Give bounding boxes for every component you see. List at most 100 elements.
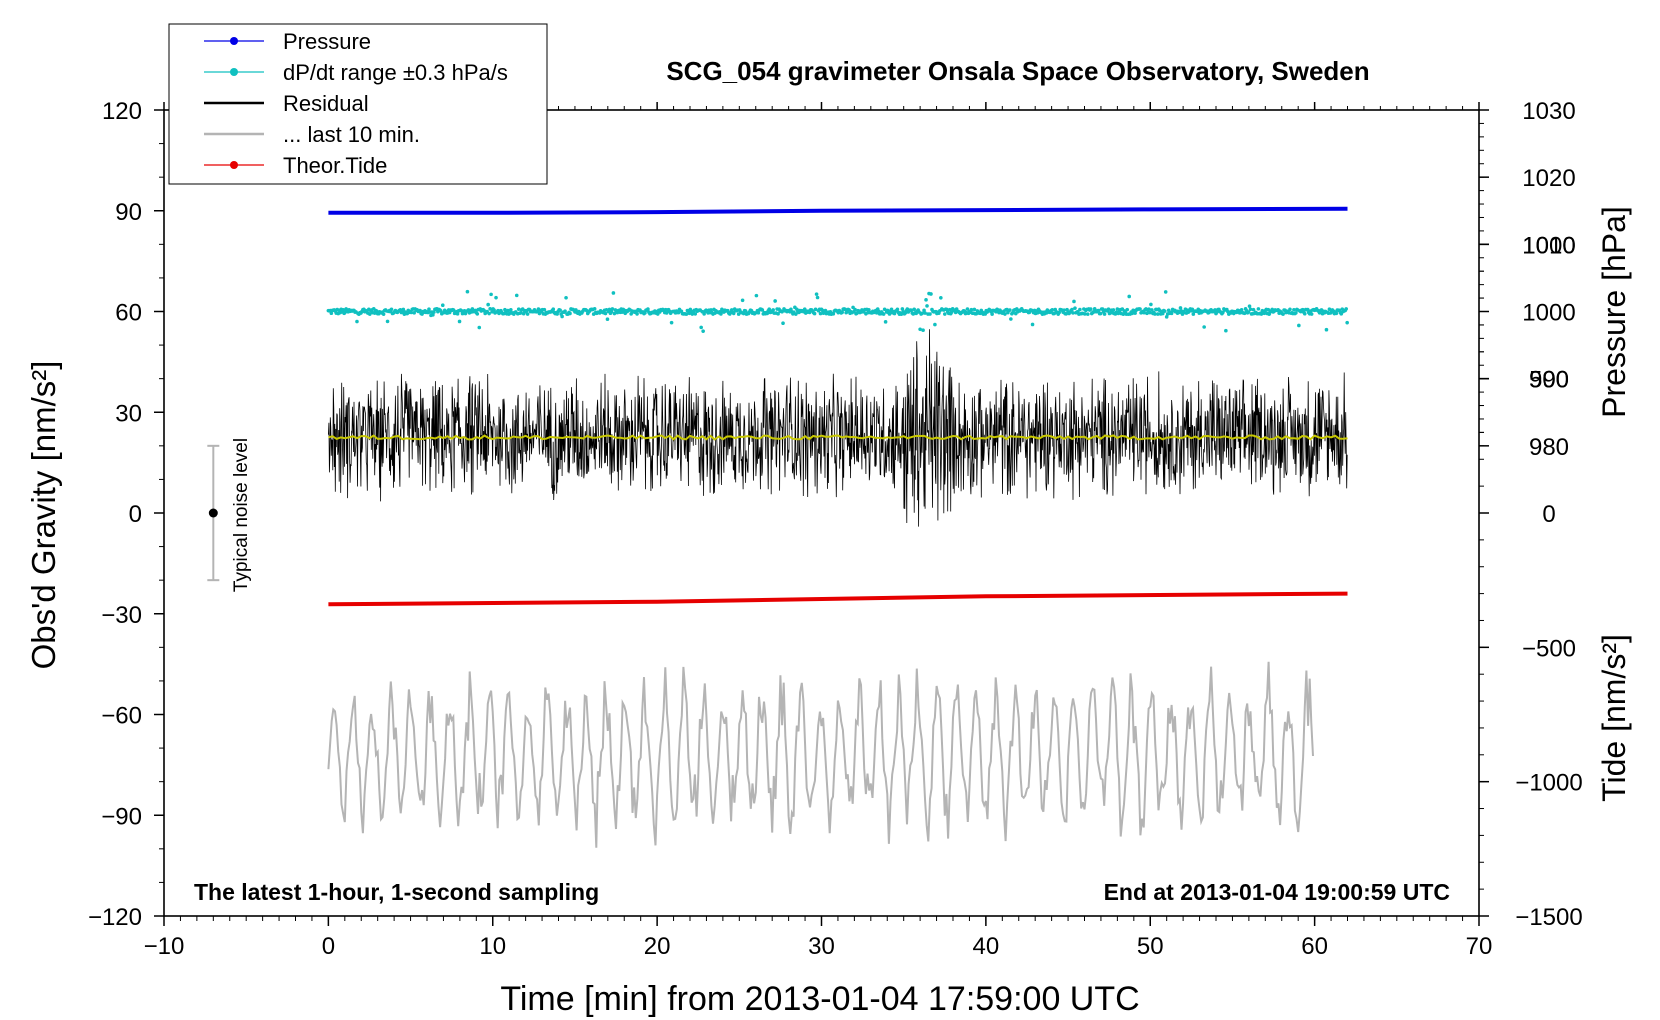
tide-tick-label: −1500 [1515, 904, 1582, 931]
dpdt-point [605, 317, 610, 322]
dpdt-point [518, 311, 523, 315]
dpdt-point [609, 309, 614, 314]
dpdt-point [1169, 311, 1174, 316]
dpdt-point [812, 311, 817, 316]
dpdt-point [1221, 310, 1225, 315]
dpdt-point [563, 309, 567, 313]
dpdt-point [843, 307, 847, 312]
dpdt-point [646, 307, 650, 311]
dpdt-point [643, 311, 647, 315]
dpdt-point [509, 307, 513, 312]
dpdt-point [1297, 323, 1301, 328]
legend-marker-theor-tide [230, 161, 238, 169]
dpdt-point [1281, 312, 1285, 316]
dpdt-point [693, 312, 698, 316]
dpdt-point [564, 295, 568, 300]
y-left-tick-label: −90 [101, 803, 142, 830]
tide-tick-label: 1000 [1522, 232, 1575, 259]
dpdt-point [1251, 307, 1256, 312]
dpdt-point [939, 295, 943, 300]
dpdt-point [669, 320, 674, 325]
dpdt-point [881, 312, 886, 316]
dpdt-point [889, 307, 894, 312]
dpdt-point [514, 293, 519, 298]
dpdt-point [1115, 307, 1120, 311]
x-tick-label: 0 [322, 933, 335, 960]
dpdt-point [1102, 312, 1107, 316]
dpdt-point [887, 312, 892, 316]
dpdt-point [457, 319, 462, 324]
dpdt-point [1309, 312, 1314, 316]
dpdt-point [568, 311, 572, 316]
dpdt-point [929, 292, 933, 296]
dpdt-point [329, 311, 334, 316]
pressure-tick-label: 1010 [1522, 232, 1575, 259]
dpdt-point [1030, 322, 1035, 327]
dpdt-point [477, 325, 482, 330]
dpdt-point [1071, 311, 1075, 315]
dpdt-point [475, 312, 480, 316]
dpdt-point [1247, 304, 1252, 308]
dpdt-point [489, 292, 493, 297]
x-tick-label: 60 [1301, 933, 1328, 960]
y-left-tick-label: 30 [115, 400, 142, 427]
dpdt-point [912, 307, 917, 312]
series-layer [326, 206, 1349, 848]
dpdt-point [702, 312, 706, 316]
dpdt-point [1162, 309, 1167, 313]
legend-label-pressure: Pressure [283, 29, 371, 54]
dpdt-point [920, 311, 924, 316]
x-tick-label: 40 [973, 933, 1000, 960]
dpdt-point [418, 308, 422, 313]
x-tick-label: 10 [479, 933, 506, 960]
dpdt-point [1083, 312, 1087, 316]
dpdt-point [918, 327, 922, 332]
dpdt-point [1288, 307, 1292, 312]
dpdt-point [1327, 307, 1332, 311]
dpdt-point [525, 312, 530, 316]
dpdt-point [1345, 320, 1349, 325]
dpdt-point [922, 308, 926, 313]
dpdt-point [612, 311, 617, 316]
dpdt-point [1145, 311, 1149, 316]
series-theor-tide-line [328, 591, 1348, 607]
dpdt-point [1057, 310, 1061, 315]
dpdt-point [664, 311, 669, 315]
dpdt-point [831, 312, 836, 316]
dpdt-point [780, 309, 784, 314]
dpdt-point [909, 308, 914, 312]
pressure-tick-label: 1030 [1522, 98, 1575, 125]
dpdt-point [389, 307, 394, 312]
dpdt-point [853, 307, 857, 312]
y-left-tick-label: −60 [101, 703, 142, 730]
dpdt-point [1009, 317, 1013, 321]
tide-tick-label: −1000 [1515, 770, 1582, 797]
dpdt-point [1248, 307, 1253, 312]
dpdt-point [492, 308, 496, 312]
dpdt-point [455, 312, 460, 316]
y-axis-label-left: Obs'd Gravity [nm/s²] [25, 361, 62, 670]
last-10-min-line [327, 661, 1314, 848]
dpdt-point [1106, 307, 1111, 312]
dpdt-point [1100, 307, 1105, 311]
dpdt-point [933, 322, 937, 327]
dpdt-point [1163, 290, 1168, 294]
dpdt-point [516, 307, 521, 311]
y-left-tick-label: 120 [102, 98, 142, 125]
dpdt-point [427, 307, 431, 311]
dpdt-point [1324, 327, 1329, 332]
dpdt-point [756, 311, 761, 315]
dpdt-point [1305, 307, 1310, 312]
dpdt-point [1072, 299, 1076, 304]
dpdt-point [1164, 315, 1169, 319]
dpdt-point [439, 309, 443, 313]
dpdt-point [1153, 312, 1157, 316]
dpdt-point [1062, 308, 1066, 312]
dpdt-point [1133, 311, 1137, 315]
pressure-tick-label: 990 [1529, 367, 1569, 394]
noise-level-bar [207, 444, 220, 582]
dpdt-point [488, 307, 492, 311]
dpdt-point [965, 307, 970, 311]
smoothed-residual-line [328, 434, 1348, 441]
